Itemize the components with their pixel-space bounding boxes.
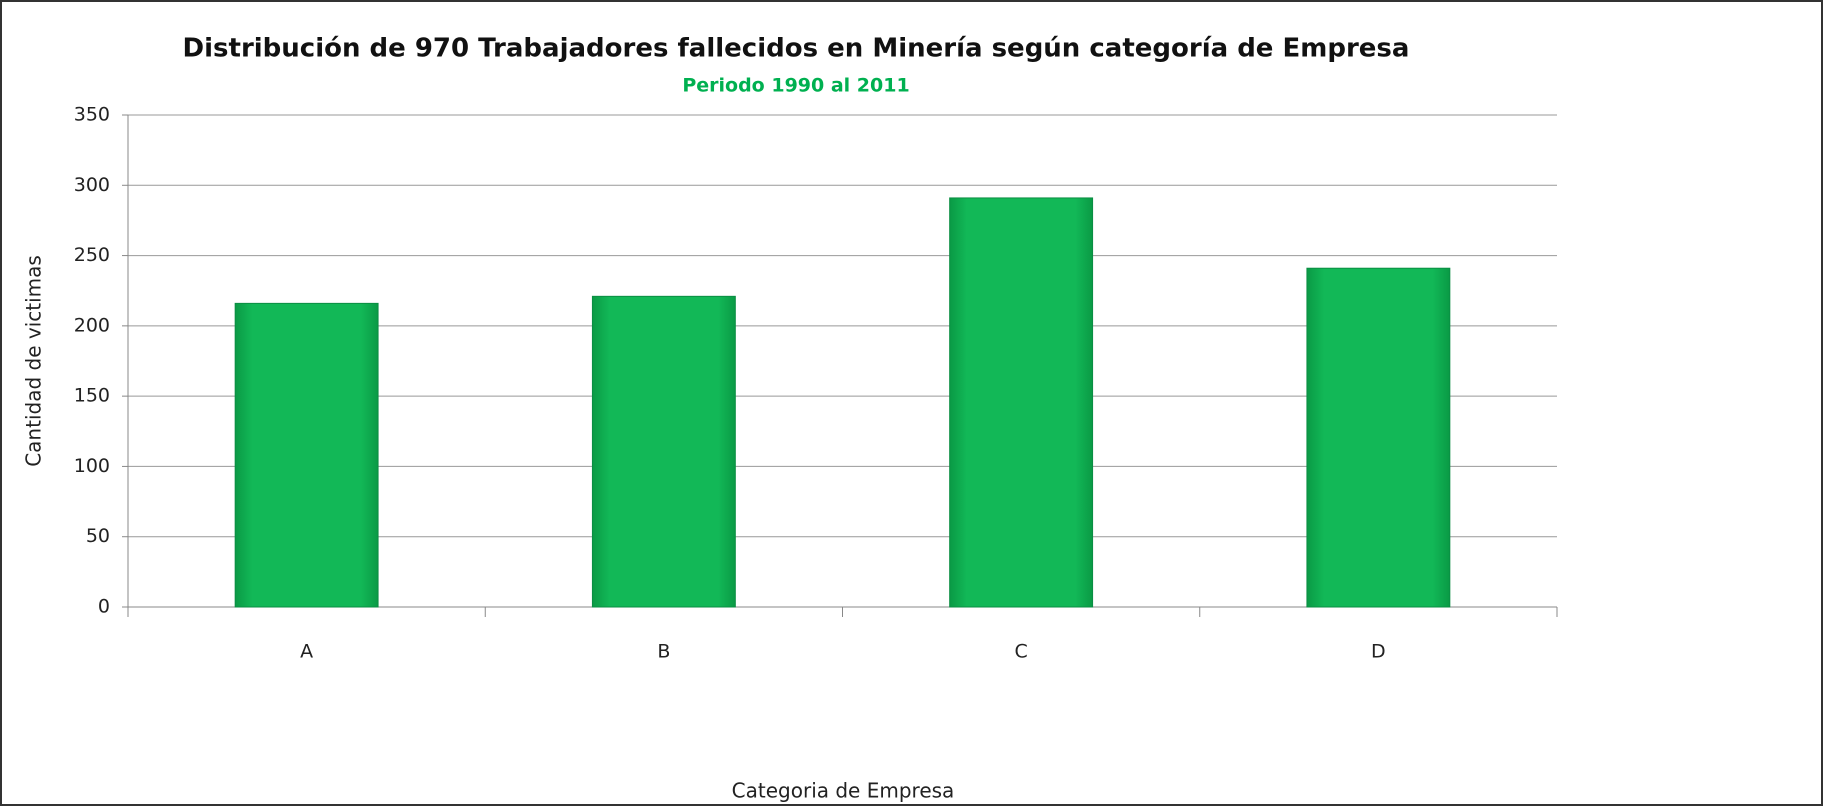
bar — [591, 295, 736, 608]
y-tick-label: 350 — [74, 104, 110, 126]
y-tick-label: 250 — [74, 244, 110, 266]
y-axis-title: Cantidad de victimas — [22, 255, 46, 467]
bar — [234, 302, 379, 608]
x-tick-label: A — [300, 641, 313, 663]
x-tick-label: B — [657, 641, 670, 663]
bar — [1306, 267, 1451, 608]
y-tick-label: 0 — [98, 596, 110, 618]
x-axis-title: Categoria de Empresa — [732, 779, 955, 803]
bar — [949, 197, 1094, 608]
y-tick-label: 300 — [74, 174, 110, 196]
chart-subtitle: Periodo 1990 al 2011 — [682, 75, 909, 97]
y-tick-label: 200 — [74, 314, 110, 336]
y-tick-label: 50 — [86, 525, 110, 547]
x-tick-label: C — [1014, 641, 1027, 663]
y-tick-label: 150 — [74, 385, 110, 407]
x-tick-label: D — [1371, 641, 1386, 663]
y-tick-label: 100 — [74, 455, 110, 477]
chart-title: Distribución de 970 Trabajadores falleci… — [183, 34, 1410, 64]
